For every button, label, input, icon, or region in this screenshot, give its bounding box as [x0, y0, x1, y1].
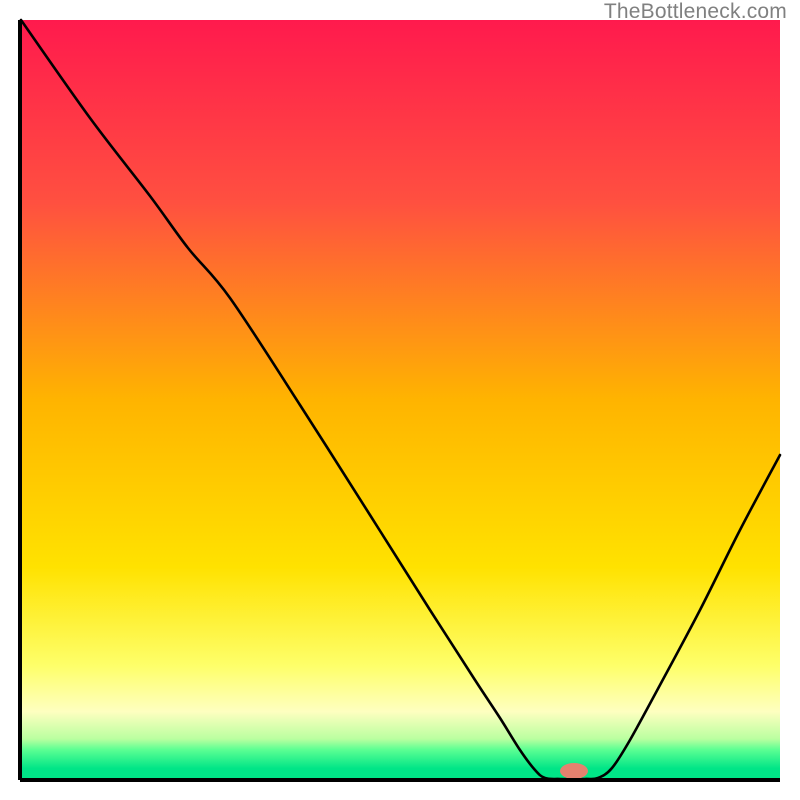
bottleneck-chart [0, 0, 800, 800]
watermark-text: TheBottleneck.com [604, 0, 787, 24]
chart-container: TheBottleneck.com [0, 0, 800, 800]
gradient-background [20, 20, 780, 780]
optimal-marker [560, 763, 588, 779]
